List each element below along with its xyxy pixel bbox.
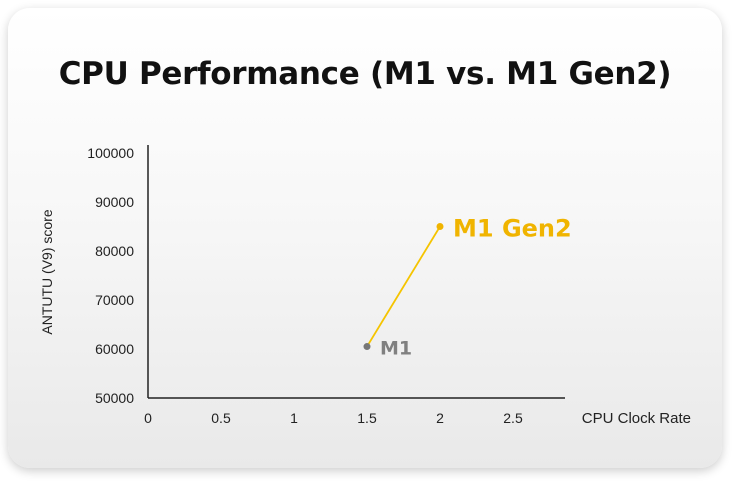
y-tick-label: 80000	[95, 243, 134, 259]
x-tick-label: 0.5	[211, 410, 231, 426]
y-tick-label: 90000	[95, 194, 134, 210]
x-tick-label: 1.5	[357, 410, 377, 426]
y-tick-label: 60000	[95, 341, 134, 357]
data-point	[363, 343, 371, 351]
x-tick-label: 2	[436, 410, 444, 426]
connector-line	[366, 226, 441, 348]
x-tick-label: 2.5	[503, 410, 523, 426]
y-tick-label: 50000	[95, 390, 134, 406]
data-points: M1 M1 Gen2	[363, 215, 572, 360]
x-axis-label: CPU Clock Rate	[582, 410, 691, 427]
x-tick-labels: 0 0.5 1 1.5 2 2.5	[144, 410, 523, 426]
x-tick-label: 1	[290, 410, 298, 426]
chart-title: CPU Performance (M1 vs. M1 Gen2)	[58, 56, 672, 92]
chart-card	[8, 8, 722, 468]
data-point	[436, 223, 444, 230]
y-tick-label: 100000	[87, 145, 134, 161]
point-label: M1 Gen2	[453, 215, 572, 243]
y-tick-labels: 50000 60000 70000 80000 90000 100000	[87, 145, 134, 406]
x-tick-label: 0	[144, 410, 152, 426]
y-axis-label: ANTUTU (V9) score	[39, 209, 55, 334]
point-label: M1	[380, 338, 412, 360]
y-tick-label: 70000	[95, 292, 134, 308]
